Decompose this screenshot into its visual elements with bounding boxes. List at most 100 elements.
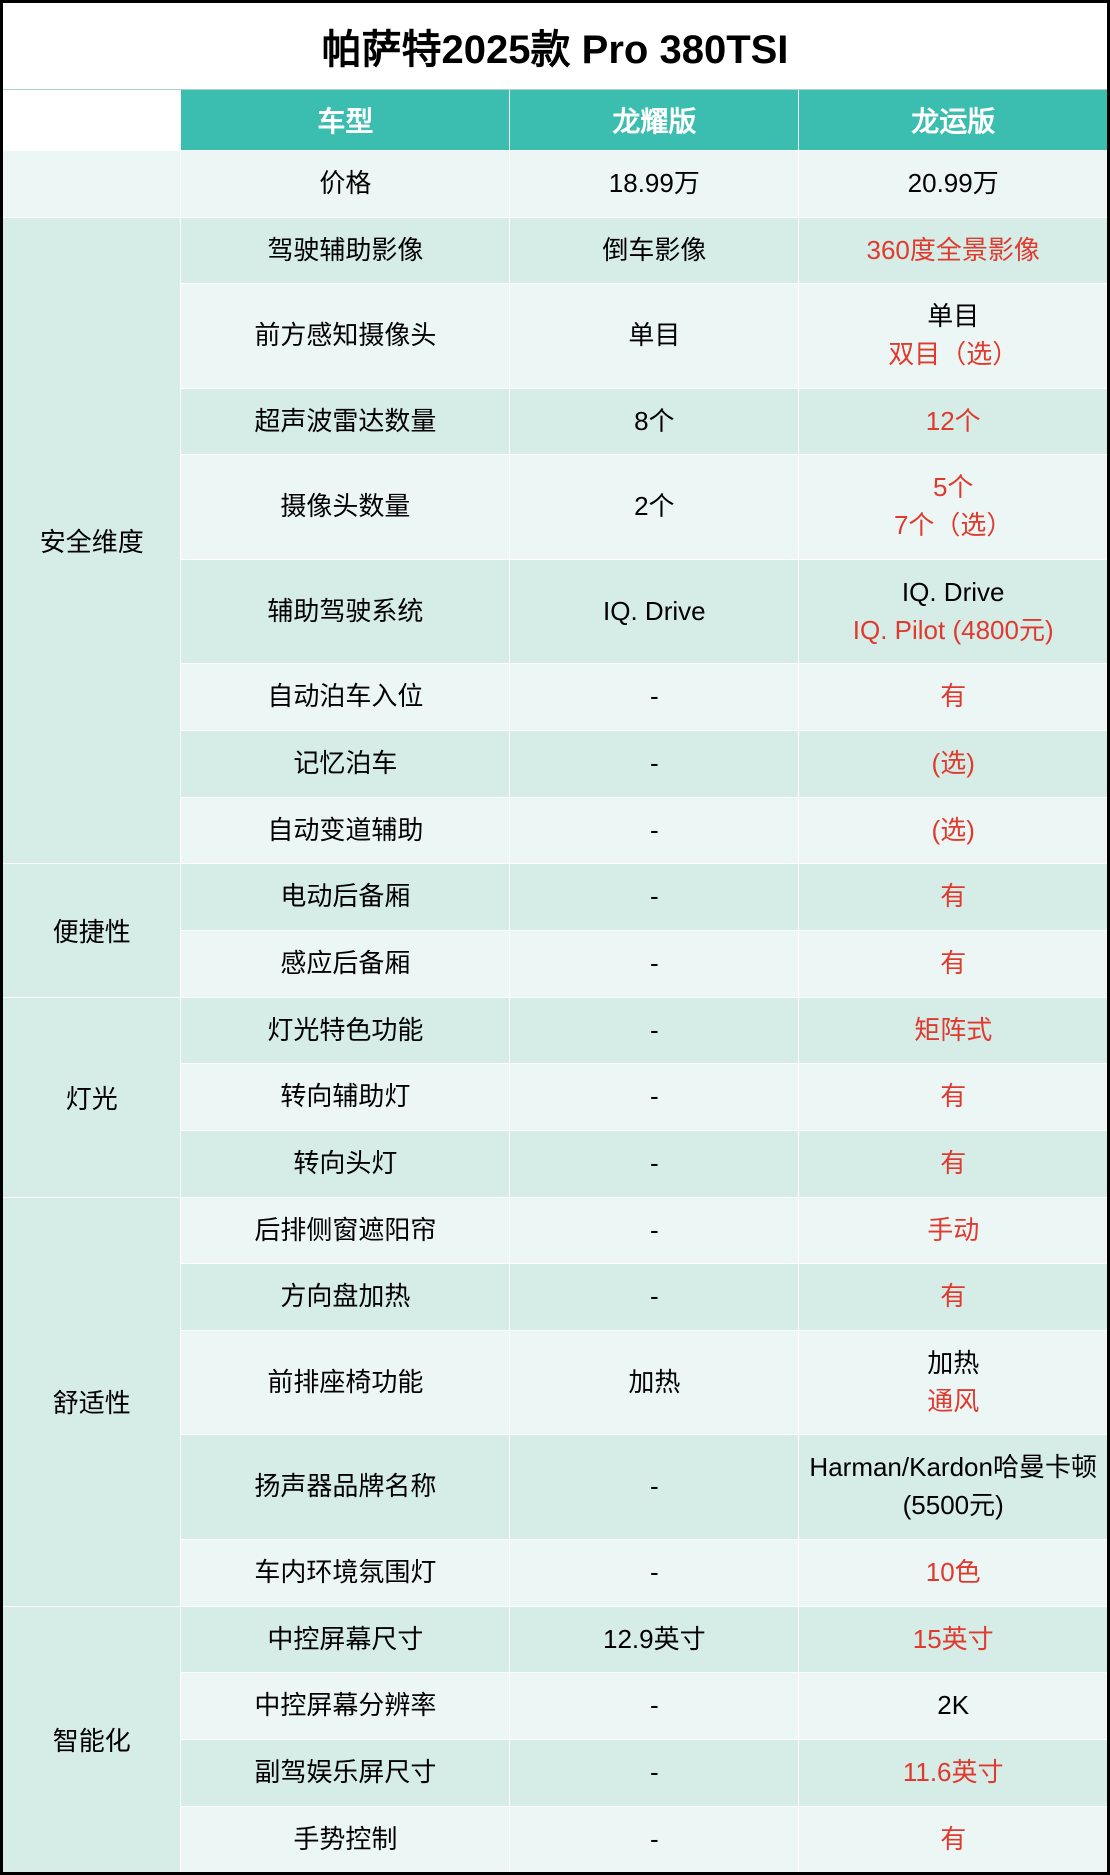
variant2-cell: 单目双目（选） — [799, 284, 1109, 388]
feature-cell: 超声波雷达数量 — [181, 388, 510, 455]
variant1-cell: - — [510, 997, 799, 1064]
variant2-cell: (选) — [799, 797, 1109, 864]
cell-value: IQ. Pilot (4800元) — [809, 612, 1097, 650]
variant2-cell: 有 — [799, 1064, 1109, 1131]
cell-value: 360度全景影像 — [809, 232, 1097, 270]
category-cell: 安全维度 — [2, 217, 181, 864]
cell-value: - — [520, 1078, 788, 1116]
variant1-cell: - — [510, 1539, 799, 1606]
cell-value: 10色 — [809, 1554, 1097, 1592]
cell-value: - — [520, 812, 788, 850]
cell-value: 18.99万 — [520, 165, 788, 203]
cell-value: 2个 — [520, 488, 788, 526]
cell-value: - — [520, 1821, 788, 1859]
cell-value: 有 — [809, 1821, 1097, 1859]
category-cell: 便捷性 — [2, 864, 181, 997]
feature-cell: 辅助驾驶系统 — [181, 559, 510, 663]
cell-value: IQ. Drive — [520, 593, 788, 631]
feature-cell: 记忆泊车 — [181, 730, 510, 797]
variant1-cell: 18.99万 — [510, 151, 799, 218]
cell-value: 11.6英寸 — [809, 1754, 1097, 1792]
comparison-table: 帕萨特2025款 Pro 380TSI车型龙耀版龙运版价格 18.99万 20.99… — [0, 0, 1110, 1875]
variant2-cell: 20.99万 — [799, 151, 1109, 218]
feature-cell: 灯光特色功能 — [181, 997, 510, 1064]
cell-value: - — [520, 1754, 788, 1792]
cell-value: - — [520, 1278, 788, 1316]
feature-cell: 转向辅助灯 — [181, 1064, 510, 1131]
variant2-cell: 2K — [799, 1673, 1109, 1740]
cell-value: Harman/Kardon哈曼卡顿 (5500元) — [809, 1449, 1097, 1524]
variant1-cell: - — [510, 1131, 799, 1198]
cell-value: (选) — [809, 745, 1097, 783]
variant1-cell: - — [510, 1064, 799, 1131]
variant1-cell: 8个 — [510, 388, 799, 455]
cell-value: - — [520, 1687, 788, 1725]
cell-value: - — [520, 1145, 788, 1183]
cell-value: - — [520, 878, 788, 916]
cell-value: IQ. Drive — [809, 574, 1097, 612]
cell-value: 矩阵式 — [809, 1012, 1097, 1050]
variant1-cell: 12.9英寸 — [510, 1606, 799, 1673]
feature-cell: 摄像头数量 — [181, 455, 510, 559]
category-cell: 灯光 — [2, 997, 181, 1197]
cell-value: 单目 — [809, 298, 1097, 336]
cell-value: 2K — [809, 1687, 1097, 1725]
variant2-cell: (选) — [799, 730, 1109, 797]
variant1-cell: - — [510, 664, 799, 731]
variant2-cell: 有 — [799, 1264, 1109, 1331]
variant1-cell: - — [510, 797, 799, 864]
cell-value: 通风 — [809, 1383, 1097, 1421]
variant2-cell: 有 — [799, 1131, 1109, 1198]
variant1-cell: - — [510, 1739, 799, 1806]
cell-value: - — [520, 1468, 788, 1506]
table-title: 帕萨特2025款 Pro 380TSI — [2, 2, 1109, 90]
variant1-cell: - — [510, 864, 799, 931]
cell-value: 12.9英寸 — [520, 1621, 788, 1659]
feature-cell: 自动变道辅助 — [181, 797, 510, 864]
cell-value: - — [520, 745, 788, 783]
cell-value: 有 — [809, 878, 1097, 916]
variant1-cell: IQ. Drive — [510, 559, 799, 663]
variant2-cell: 矩阵式 — [799, 997, 1109, 1064]
cell-value: 有 — [809, 945, 1097, 983]
variant2-cell: 5个7个（选） — [799, 455, 1109, 559]
header-variant1: 龙耀版 — [510, 90, 799, 151]
variant1-cell: 倒车影像 — [510, 217, 799, 284]
header-category — [2, 90, 181, 151]
feature-cell: 车内环境氛围灯 — [181, 1539, 510, 1606]
variant1-cell: 2个 — [510, 455, 799, 559]
cell-value: 5个 — [809, 469, 1097, 507]
variant2-cell: 15英寸 — [799, 1606, 1109, 1673]
feature-cell: 方向盘加热 — [181, 1264, 510, 1331]
cell-value: 加热 — [520, 1364, 788, 1402]
variant2-cell: IQ. DriveIQ. Pilot (4800元) — [799, 559, 1109, 663]
header-variant2: 龙运版 — [799, 90, 1109, 151]
feature-cell: 中控屏幕分辨率 — [181, 1673, 510, 1740]
cell-value: 有 — [809, 678, 1097, 716]
variant1-cell: - — [510, 1806, 799, 1874]
cell-value: 有 — [809, 1078, 1097, 1116]
feature-cell: 前排座椅功能 — [181, 1331, 510, 1435]
category-cell-blank — [2, 151, 181, 218]
variant2-cell: 有 — [799, 864, 1109, 931]
header-feature: 车型 — [181, 90, 510, 151]
cell-value: 手动 — [809, 1212, 1097, 1250]
feature-cell: 自动泊车入位 — [181, 664, 510, 731]
variant2-cell: 360度全景影像 — [799, 217, 1109, 284]
variant1-cell: - — [510, 930, 799, 997]
variant2-cell: 有 — [799, 664, 1109, 731]
feature-cell: 价格 — [181, 151, 510, 218]
feature-cell: 电动后备厢 — [181, 864, 510, 931]
variant2-cell: 有 — [799, 1806, 1109, 1874]
feature-cell: 中控屏幕尺寸 — [181, 1606, 510, 1673]
feature-cell: 前方感知摄像头 — [181, 284, 510, 388]
cell-value: 有 — [809, 1145, 1097, 1183]
variant2-cell: 10色 — [799, 1539, 1109, 1606]
cell-value: - — [520, 945, 788, 983]
cell-value: 加热 — [809, 1345, 1097, 1383]
feature-cell: 感应后备厢 — [181, 930, 510, 997]
variant1-cell: 加热 — [510, 1331, 799, 1435]
variant2-cell: 有 — [799, 930, 1109, 997]
cell-value: - — [520, 678, 788, 716]
cell-value: (选) — [809, 812, 1097, 850]
